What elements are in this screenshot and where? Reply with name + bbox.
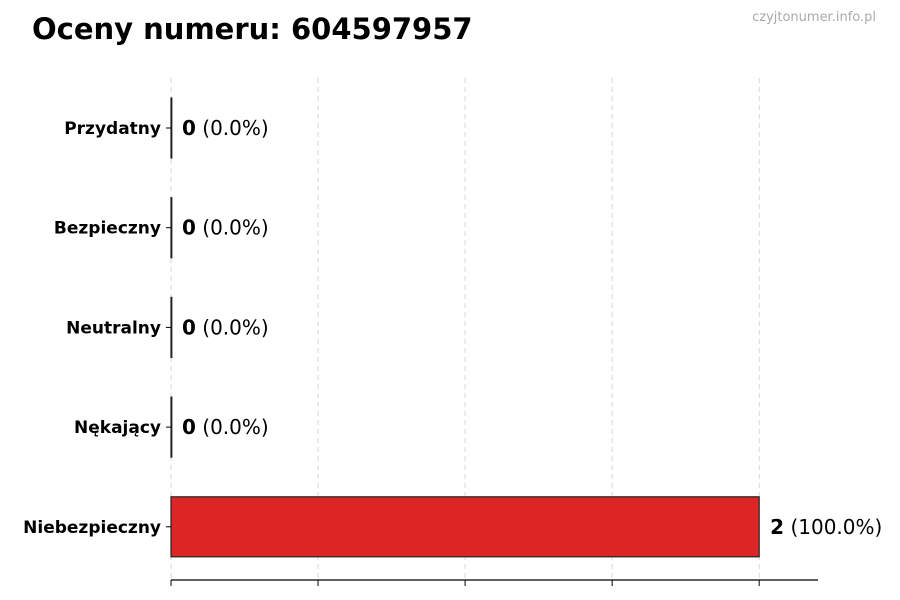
data-label-pct: (0.0%) (196, 216, 269, 240)
category-label: Przydatny (64, 119, 161, 139)
data-label-count: 2 (770, 515, 784, 539)
data-label: 0 (0.0%) (182, 216, 269, 240)
data-label: 0 (0.0%) (182, 315, 269, 339)
category-label: Neutralny (66, 318, 161, 338)
category-label: Bezpieczny (54, 219, 161, 239)
data-label-pct: (0.0%) (196, 116, 269, 140)
data-label-count: 0 (182, 315, 196, 339)
bar-nękający (170, 396, 173, 458)
data-label: 2 (100.0%) (770, 515, 882, 539)
data-label-count: 0 (182, 216, 196, 240)
data-label-pct: (100.0%) (784, 515, 882, 539)
watermark: czyjtonumer.info.pl (752, 10, 876, 25)
data-label: 0 (0.0%) (182, 415, 269, 439)
bar-neutralny (170, 296, 173, 358)
data-label-pct: (0.0%) (196, 315, 269, 339)
data-label-count: 0 (182, 415, 196, 439)
data-label: 0 (0.0%) (182, 116, 269, 140)
bar-bezpieczny (170, 197, 173, 259)
chart-title: Oceny numeru: 604597957 (32, 12, 473, 46)
bar-niebezpieczny (170, 496, 760, 558)
data-label-count: 0 (182, 116, 196, 140)
category-label: Niebezpieczny (23, 518, 161, 538)
bar-przydatny (170, 97, 173, 159)
category-label: Nękający (74, 418, 161, 438)
data-label-pct: (0.0%) (196, 415, 269, 439)
